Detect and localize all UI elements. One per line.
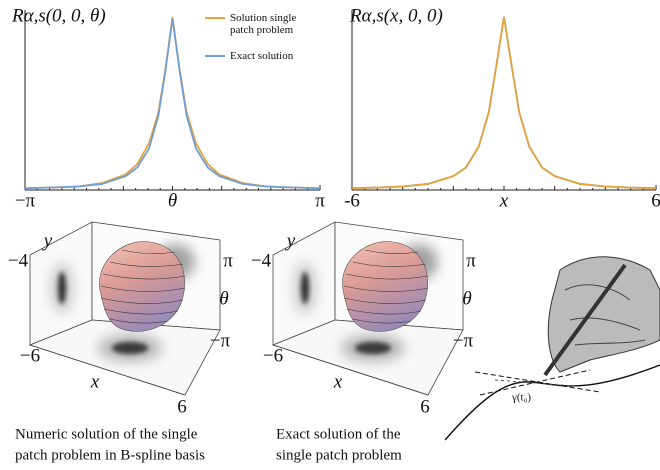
axis-label-3d: y [42, 230, 53, 251]
x-axis-label: θ [168, 190, 177, 211]
x-tick-label: -6 [344, 190, 360, 211]
x-tick-label: π [315, 190, 325, 211]
axis-label-3d: −4 [8, 250, 29, 271]
sketch: γ(t₀) [444, 256, 660, 441]
curve-label: γ(t₀) [511, 392, 531, 404]
x-axis-label: x [499, 190, 509, 211]
caption: Numeric solution of the single [15, 426, 198, 442]
axis-label-3d: −6 [263, 345, 283, 366]
caption: single patch problem [276, 447, 402, 463]
series-line [24, 18, 321, 190]
axis-label-3d: −π [453, 330, 474, 351]
axis-label-3d: π [466, 250, 476, 271]
plot-3d-exact [273, 222, 463, 395]
series-line [351, 16, 657, 190]
chart-title: Rα,s(x, 0, 0) [349, 5, 443, 26]
axis-label-3d: π [223, 250, 233, 271]
axis-label-3d: −4 [251, 250, 272, 271]
legend-label: Solution single patch problem [230, 12, 297, 36]
axis-label-3d: x [90, 371, 100, 392]
caption: patch problem in B-spline basis [15, 447, 205, 463]
axis-label-3d: −6 [20, 345, 40, 366]
chart-title: Rα,s(0, 0, θ) [11, 5, 106, 26]
axis-label-3d: y [285, 230, 296, 251]
caption: Exact solution of the [276, 426, 401, 442]
axis-label-3d: x [333, 371, 343, 392]
x-tick-label: −π [15, 190, 36, 211]
axis-label-3d: −π [210, 330, 231, 351]
x-tick-label: 6 [651, 190, 660, 211]
axis-label-3d: θ [219, 288, 228, 309]
legend-label: Exact solution [230, 50, 294, 62]
axis-label-3d: 6 [420, 396, 430, 417]
axis-label-3d: 6 [177, 396, 187, 417]
plot-3d-numeric [30, 222, 220, 395]
series-line [351, 16, 657, 190]
axis-label-3d: θ [462, 288, 471, 309]
series-line [24, 16, 321, 190]
